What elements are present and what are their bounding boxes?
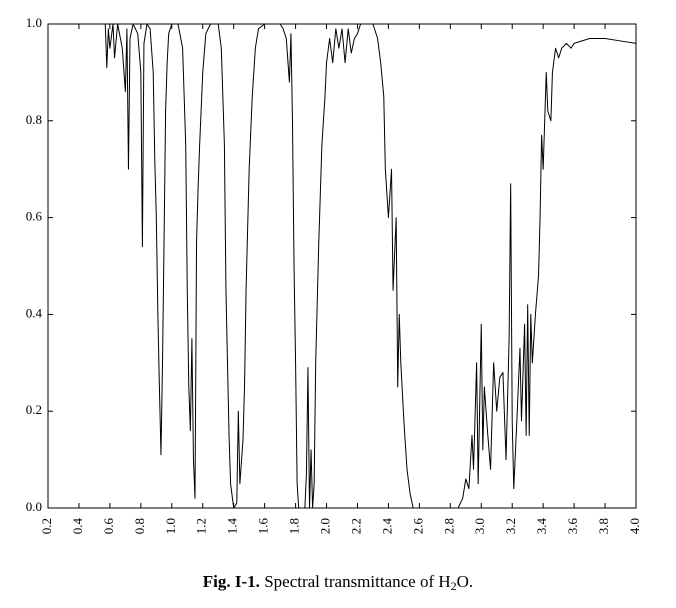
plot-frame (47, 23, 637, 509)
x-tick-label: 2.0 (318, 518, 333, 534)
y-tick-label: 0.8 (26, 112, 42, 127)
x-tick-label: 2.4 (379, 518, 394, 535)
x-tick-label: 1.8 (287, 518, 302, 534)
x-tick-label: 3.0 (472, 518, 487, 534)
x-tick-label: 4.0 (627, 518, 642, 534)
x-tick-label: 0.8 (132, 518, 147, 534)
x-tick-label: 3.6 (565, 518, 580, 535)
caption-text: Spectral transmittance of H (264, 572, 450, 591)
caption-sub: 2 (451, 579, 457, 593)
x-tick-label: 0.4 (70, 518, 85, 535)
x-tick-label: 2.8 (441, 518, 456, 534)
x-tick-label: 1.6 (256, 518, 271, 535)
x-tick-label: 3.8 (596, 518, 611, 534)
y-tick-label: 0.0 (26, 499, 42, 514)
x-tick-label: 0.2 (39, 518, 54, 534)
y-tick-label: 0.6 (26, 209, 43, 224)
x-tick-label: 0.6 (101, 518, 116, 535)
caption: Fig. I-1. Spectral transmittance of H2O. (203, 572, 473, 593)
transmittance-line (68, 23, 637, 509)
y-tick-label: 0.2 (26, 402, 42, 417)
x-tick-label: 3.4 (534, 518, 549, 535)
x-tick-label: 1.0 (163, 518, 178, 534)
caption-label: Fig. I-1. (203, 572, 260, 591)
x-tick-label: 1.2 (194, 518, 209, 534)
x-tick-label: 2.2 (348, 518, 363, 534)
y-tick-label: 0.4 (26, 305, 43, 320)
y-tick-label: 1.0 (26, 15, 42, 30)
x-tick-label: 2.6 (410, 518, 425, 535)
x-tick-label: 3.2 (503, 518, 518, 534)
caption-end: O. (457, 572, 474, 591)
x-tick-label: 1.4 (225, 518, 240, 535)
